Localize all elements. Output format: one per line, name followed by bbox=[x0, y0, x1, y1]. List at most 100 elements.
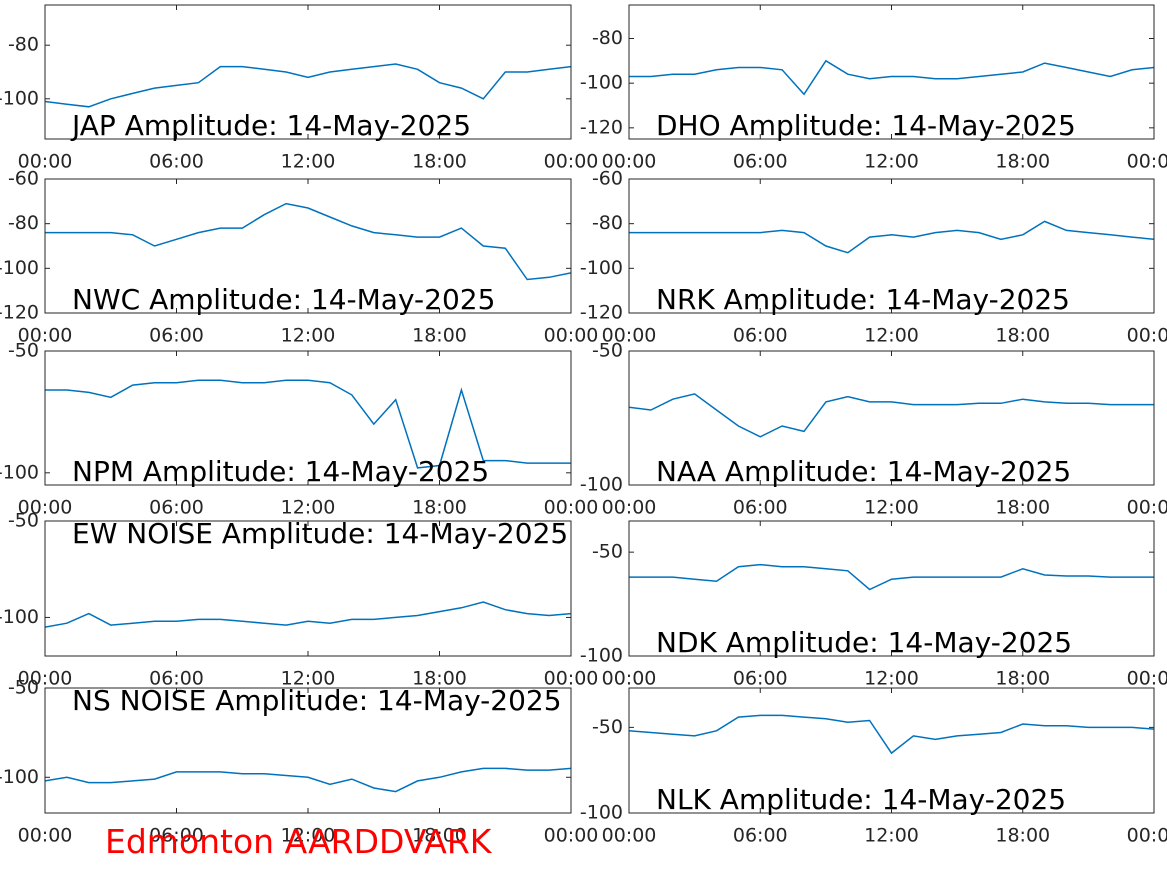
x-tick-label: 00:00 bbox=[544, 825, 599, 847]
x-tick-label: 18:00 bbox=[995, 497, 1050, 519]
y-tick-label: -100 bbox=[580, 72, 623, 94]
x-tick-label: 00:00 bbox=[602, 497, 657, 519]
y-tick-label: -50 bbox=[592, 541, 623, 563]
data-line bbox=[45, 601, 571, 628]
y-tick-label: -100 bbox=[0, 606, 39, 628]
plot-area bbox=[629, 351, 1154, 485]
y-tick-label: -100 bbox=[580, 645, 623, 667]
x-tick-label: 06:00 bbox=[149, 497, 204, 519]
x-tick-label: 12:00 bbox=[281, 825, 336, 847]
x-tick-label: 00:00 bbox=[544, 325, 599, 347]
data-line bbox=[629, 714, 1154, 755]
panel-title: NWC Amplitude: 14-May-2025 bbox=[72, 283, 495, 316]
data-line bbox=[45, 202, 571, 281]
panel-title: DHO Amplitude: 14-May-2025 bbox=[656, 109, 1076, 142]
panel: -100 -50 00:00 06:00 12:00 18:00 00:00 EW NOISE… bbox=[0, 510, 598, 690]
y-tick-label: -120 bbox=[0, 302, 39, 324]
panel-title: NDK Amplitude: 14-May-2025 bbox=[656, 626, 1072, 659]
y-tick-label: -50 bbox=[592, 340, 623, 362]
x-tick-label: 00:00 bbox=[1127, 325, 1167, 347]
x-tick-label: 00:00 bbox=[544, 668, 599, 690]
x-tick-label: 00:00 bbox=[18, 497, 73, 519]
data-line bbox=[629, 563, 1154, 591]
y-tick-label: -60 bbox=[8, 168, 39, 190]
y-tick-label: -60 bbox=[592, 168, 623, 190]
panel-title: NPM Amplitude: 14-May-2025 bbox=[72, 455, 489, 488]
x-tick-label: 18:00 bbox=[995, 668, 1050, 690]
plot-area bbox=[45, 5, 571, 139]
panel: -100 -50 00:00 06:00 12:00 18:00 00:00 NPM Ampl… bbox=[0, 340, 598, 519]
plot-area bbox=[45, 688, 571, 813]
panel: -100 -50 00:00 06:00 12:00 18:00 00:00 NLK Ampl… bbox=[580, 687, 1167, 847]
y-tick-label: -80 bbox=[8, 34, 39, 56]
x-tick-label: 00:00 bbox=[602, 151, 657, 173]
x-tick-label: 00:00 bbox=[602, 325, 657, 347]
x-tick-label: 00:00 bbox=[18, 151, 73, 173]
x-tick-label: 00:00 bbox=[602, 825, 657, 847]
panel: -120 -100 -80 -60 00:00 06:00 12:00 18:00 00:00 N… bbox=[580, 168, 1167, 347]
x-tick-label: 00:00 bbox=[1127, 151, 1167, 173]
y-tick-label: -100 bbox=[0, 87, 39, 109]
y-tick-label: -50 bbox=[8, 340, 39, 362]
plot-area bbox=[45, 351, 571, 485]
y-tick-label: -50 bbox=[592, 716, 623, 738]
x-tick-label: 18:00 bbox=[412, 668, 467, 690]
x-tick-label: 12:00 bbox=[864, 325, 919, 347]
plot-area bbox=[629, 179, 1154, 313]
plot-area bbox=[45, 521, 571, 656]
y-tick-label: -80 bbox=[592, 27, 623, 49]
y-tick-label: -80 bbox=[592, 212, 623, 234]
x-tick-label: 00:00 bbox=[18, 325, 73, 347]
x-tick-label: 12:00 bbox=[864, 151, 919, 173]
x-tick-label: 12:00 bbox=[281, 497, 336, 519]
x-tick-label: 12:00 bbox=[281, 325, 336, 347]
panel: -120 -100 -80 -60 00:00 06:00 12:00 18:00 00:00 N… bbox=[0, 168, 598, 347]
x-tick-label: 06:00 bbox=[733, 825, 788, 847]
x-tick-label: 06:00 bbox=[149, 325, 204, 347]
x-tick-label: 12:00 bbox=[281, 668, 336, 690]
y-tick-label: -120 bbox=[580, 116, 623, 138]
panel-title: NAA Amplitude: 14-May-2025 bbox=[656, 455, 1071, 488]
y-tick-label: -120 bbox=[580, 302, 623, 324]
data-line bbox=[629, 393, 1154, 438]
x-tick-label: 00:00 bbox=[544, 497, 599, 519]
panel-title: NLK Amplitude: 14-May-2025 bbox=[656, 783, 1066, 816]
x-tick-label: 06:00 bbox=[149, 825, 204, 847]
x-tick-label: 18:00 bbox=[995, 151, 1050, 173]
footer: Edmonton AARDDVARK bbox=[105, 822, 493, 861]
panel: -100 -80 00:00 06:00 12:00 18:00 00:00 JAP Ampl… bbox=[0, 4, 599, 173]
y-tick-label: -100 bbox=[580, 474, 623, 496]
x-tick-label: 12:00 bbox=[864, 668, 919, 690]
y-tick-label: -100 bbox=[580, 802, 623, 824]
x-tick-label: 06:00 bbox=[149, 151, 204, 173]
x-tick-label: 06:00 bbox=[733, 668, 788, 690]
x-tick-label: 18:00 bbox=[995, 825, 1050, 847]
panel: -120 -100 -80 00:00 06:00 12:00 18:00 00:00 DHO … bbox=[580, 4, 1167, 173]
panel-title: JAP Amplitude: 14-May-2025 bbox=[70, 109, 471, 142]
plot-area bbox=[629, 521, 1154, 656]
panel-title: NS NOISE Amplitude: 14-May-2025 bbox=[72, 684, 562, 717]
x-tick-label: 12:00 bbox=[864, 825, 919, 847]
x-tick-label: 12:00 bbox=[281, 151, 336, 173]
x-tick-label: 00:00 bbox=[18, 668, 73, 690]
y-tick-label: -80 bbox=[8, 212, 39, 234]
x-tick-label: 18:00 bbox=[412, 151, 467, 173]
x-tick-label: 18:00 bbox=[412, 825, 467, 847]
x-tick-label: 00:00 bbox=[1127, 825, 1167, 847]
data-line bbox=[45, 379, 571, 469]
x-tick-label: 06:00 bbox=[149, 668, 204, 690]
x-tick-label: 06:00 bbox=[733, 325, 788, 347]
data-line bbox=[45, 767, 571, 793]
data-line bbox=[45, 63, 571, 108]
x-tick-label: 00:00 bbox=[18, 825, 73, 847]
x-tick-label: 00:00 bbox=[544, 151, 599, 173]
x-tick-label: 18:00 bbox=[995, 325, 1050, 347]
x-tick-label: 00:00 bbox=[1127, 497, 1167, 519]
plot-area bbox=[629, 5, 1154, 139]
data-line bbox=[629, 220, 1154, 254]
y-tick-label: -100 bbox=[580, 257, 623, 279]
y-tick-label: -100 bbox=[0, 461, 39, 483]
x-tick-label: 00:00 bbox=[1127, 668, 1167, 690]
panel: -100 -50 00:00 06:00 12:00 18:00 00:00 NS NOISE… bbox=[0, 677, 598, 847]
panel-title: EW NOISE Amplitude: 14-May-2025 bbox=[72, 517, 568, 550]
